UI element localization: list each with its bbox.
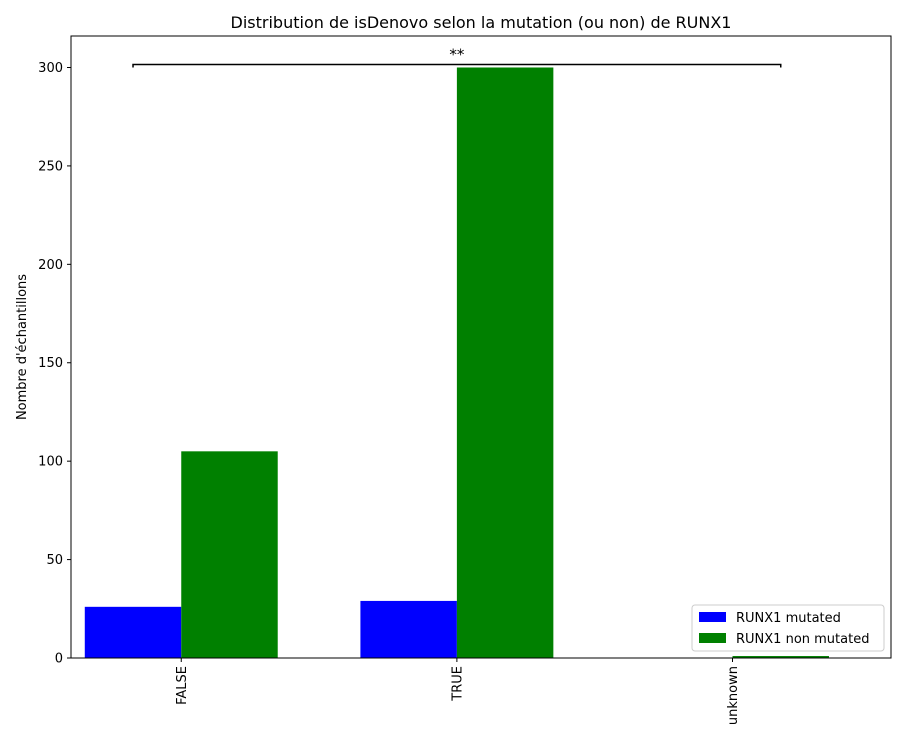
- legend: RUNX1 mutated RUNX1 non mutated: [691, 604, 885, 652]
- legend-box: [691, 604, 885, 652]
- bar-runx1-mutated-false: [84, 606, 182, 658]
- y-tick-label: 0: [55, 652, 63, 667]
- chart-title: Distribution de isDenovo selon la mutati…: [231, 13, 732, 32]
- y-tick-label: 50: [46, 553, 63, 568]
- plot-frame: [70, 35, 892, 659]
- y-tick-label: 200: [38, 258, 63, 273]
- y-tick-label: 150: [38, 356, 63, 371]
- y-tick-label: 300: [38, 61, 63, 76]
- plot-area: 0 50 100 150 200 250 300 FALSE TRUE unknown **: [38, 35, 892, 725]
- x-tick-label: TRUE: [450, 666, 465, 702]
- x-tick-label: FALSE: [175, 666, 190, 705]
- bar-runx1-non-mutated-unknown: [732, 656, 829, 658]
- y-axis-label: Nombre d'échantillons: [15, 274, 30, 420]
- legend-label: RUNX1 non mutated: [736, 632, 869, 647]
- significance-label: **: [449, 46, 465, 64]
- significance-bracket: [132, 63, 782, 68]
- y-tick-label: 250: [38, 159, 63, 174]
- y-tick-label: 100: [38, 455, 63, 470]
- legend-swatch: [699, 633, 726, 643]
- x-tick-label: unknown: [726, 666, 741, 725]
- bar-runx1-non-mutated-true: [456, 67, 554, 659]
- bar-runx1-non-mutated-false: [181, 451, 278, 658]
- legend-label: RUNX1 mutated: [736, 611, 841, 626]
- legend-swatch: [699, 612, 726, 622]
- bar-runx1-mutated-true: [360, 600, 457, 658]
